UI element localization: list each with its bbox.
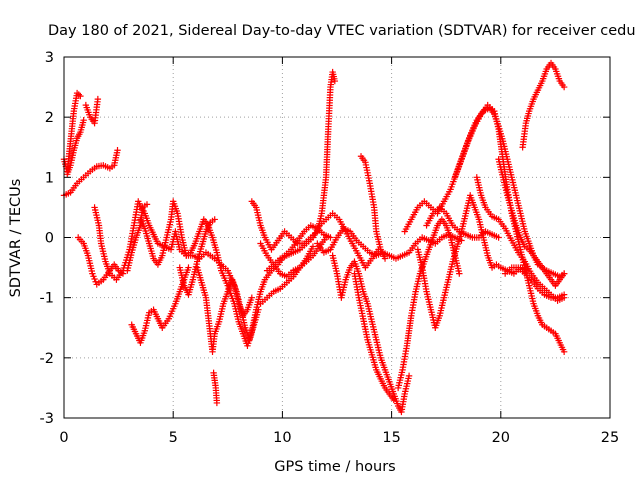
series-track-3 xyxy=(82,95,102,127)
chart-title: Day 180 of 2021, Sidereal Day-to-day VTE… xyxy=(48,23,636,39)
data-point xyxy=(456,270,463,277)
axis-ticks: 0 5 10 15 20 25 -3 -2 -1 0 1 2 3 xyxy=(40,50,620,446)
data-point xyxy=(77,92,84,100)
data-point xyxy=(322,234,330,241)
data-point xyxy=(560,291,568,298)
series-track-7 xyxy=(128,264,192,346)
data-point xyxy=(309,243,317,250)
y-tick-label: 2 xyxy=(45,110,54,126)
x-tick-label: 15 xyxy=(382,430,400,446)
data-point xyxy=(114,147,121,154)
y-tick-label: 0 xyxy=(45,231,54,247)
data-point xyxy=(560,83,568,91)
data-point xyxy=(331,77,339,85)
data-point xyxy=(248,294,256,301)
data-point xyxy=(143,201,151,208)
x-axis-label: GPS time / hours xyxy=(274,459,395,475)
data-point xyxy=(560,348,568,356)
series-track-12 xyxy=(176,216,218,298)
data-point xyxy=(495,234,502,241)
x-tick-label: 10 xyxy=(273,430,291,446)
series-track-26 xyxy=(495,156,568,289)
x-tick-label: 0 xyxy=(59,430,68,446)
data-points xyxy=(60,59,568,416)
y-tick-label: 3 xyxy=(45,50,54,66)
y-tick-label: -2 xyxy=(40,351,54,367)
y-axis-label: SDTVAR / TECUs xyxy=(8,179,24,298)
data-point xyxy=(390,396,397,404)
series-track-22 xyxy=(414,192,531,331)
data-point xyxy=(255,306,262,313)
data-point xyxy=(213,399,221,407)
series-track-21 xyxy=(394,216,463,392)
series-track-4 xyxy=(64,116,87,178)
y-tick-label: -1 xyxy=(40,291,54,307)
data-point xyxy=(405,372,413,380)
data-point xyxy=(381,255,389,262)
x-tick-label: 25 xyxy=(601,430,619,446)
series-track-8 xyxy=(137,198,334,349)
data-point xyxy=(211,216,218,223)
series-track-15 xyxy=(257,243,317,307)
x-tick-label: 5 xyxy=(169,430,178,446)
data-point xyxy=(560,270,568,277)
data-point xyxy=(80,116,87,124)
series-track-19 xyxy=(351,270,397,404)
data-point xyxy=(94,95,102,103)
series-track-25 xyxy=(473,174,568,304)
y-tick-label: 1 xyxy=(45,170,54,186)
series-track-17 xyxy=(314,225,465,262)
data-point xyxy=(185,264,192,271)
series-track-24 xyxy=(451,101,568,356)
series-track-2 xyxy=(60,147,121,199)
series-track-29 xyxy=(423,204,502,241)
series-track-11 xyxy=(210,369,221,407)
series-track-28 xyxy=(519,59,568,151)
series-track-10 xyxy=(194,264,262,356)
x-tick-label: 20 xyxy=(492,430,510,446)
series-track-18 xyxy=(329,252,413,416)
series-track-13 xyxy=(248,68,339,253)
series-track-9 xyxy=(124,201,151,274)
series-track-27 xyxy=(501,264,568,301)
series-track-20 xyxy=(357,153,389,262)
y-tick-label: -3 xyxy=(40,411,54,427)
